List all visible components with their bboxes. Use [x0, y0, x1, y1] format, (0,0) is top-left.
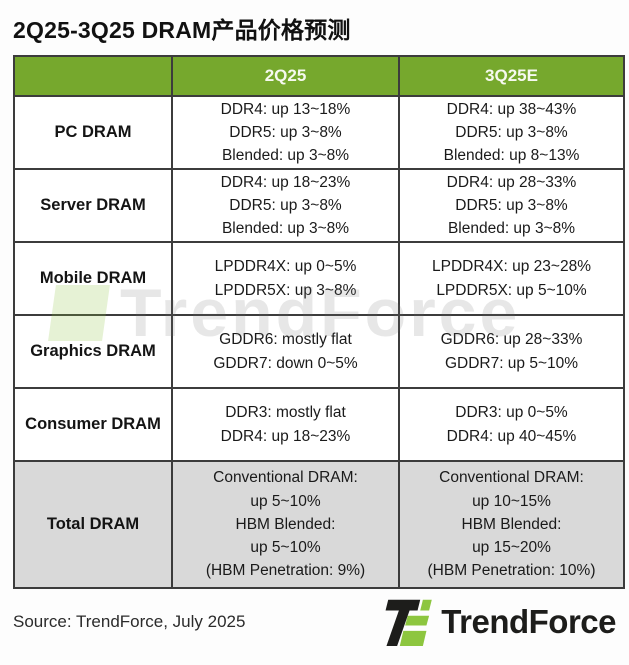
row-label-mobile-dram: Mobile DRAM — [13, 241, 173, 316]
table-row-graphics-dram: Graphics DRAM GDDR6: mostly flat GDDR7: … — [13, 314, 625, 389]
row-label-consumer-dram: Consumer DRAM — [13, 387, 173, 462]
table-row-pc-dram: PC DRAM DDR4: up 13~18% DDR5: up 3~8% Bl… — [13, 95, 625, 170]
cell-consumer-dram-2q25: DDR3: mostly flat DDR4: up 18~23% — [171, 387, 400, 462]
table-row-mobile-dram: Mobile DRAM LPDDR4X: up 0~5% LPDDR5X: up… — [13, 241, 625, 316]
header-cell-3q25e: 3Q25E — [398, 55, 625, 97]
table-row-consumer-dram: Consumer DRAM DDR3: mostly flat DDR4: up… — [13, 387, 625, 462]
cell-pc-dram-3q25e: DDR4: up 38~43% DDR5: up 3~8% Blended: u… — [398, 95, 625, 170]
trendforce-logo-icon — [385, 599, 433, 646]
header-cell-category — [13, 55, 173, 97]
table-row-server-dram: Server DRAM DDR4: up 18~23% DDR5: up 3~8… — [13, 168, 625, 243]
trendforce-logo: TrendForce — [380, 598, 616, 646]
row-label-pc-dram: PC DRAM — [13, 95, 173, 170]
cell-pc-dram-2q25: DDR4: up 13~18% DDR5: up 3~8% Blended: u… — [171, 95, 400, 170]
row-label-total-dram: Total DRAM — [13, 460, 173, 589]
cell-mobile-dram-3q25e: LPDDR4X: up 23~28% LPDDR5X: up 5~10% — [398, 241, 625, 316]
cell-mobile-dram-2q25: LPDDR4X: up 0~5% LPDDR5X: up 3~8% — [171, 241, 400, 316]
cell-server-dram-3q25e: DDR4: up 28~33% DDR5: up 3~8% Blended: u… — [398, 168, 625, 243]
row-label-server-dram: Server DRAM — [13, 168, 173, 243]
table-row-total-dram: Total DRAM Conventional DRAM: up 5~10% H… — [13, 460, 625, 589]
cell-graphics-dram-3q25e: GDDR6: up 28~33% GDDR7: up 5~10% — [398, 314, 625, 389]
page-title: 2Q25-3Q25 DRAM产品价格预测 — [13, 17, 351, 43]
header-cell-2q25: 2Q25 — [171, 55, 400, 97]
row-label-graphics-dram: Graphics DRAM — [13, 314, 173, 389]
cell-server-dram-2q25: DDR4: up 18~23% DDR5: up 3~8% Blended: u… — [171, 168, 400, 243]
footer: Source: TrendForce, July 2025 TrendForce — [13, 598, 616, 646]
cell-graphics-dram-2q25: GDDR6: mostly flat GDDR7: down 0~5% — [171, 314, 400, 389]
cell-total-dram-2q25: Conventional DRAM: up 5~10% HBM Blended:… — [171, 460, 400, 589]
cell-consumer-dram-3q25e: DDR3: up 0~5% DDR4: up 40~45% — [398, 387, 625, 462]
source-note: Source: TrendForce, July 2025 — [13, 612, 246, 631]
table-header-row: 2Q25 3Q25E — [13, 55, 625, 97]
trendforce-logo-text: TrendForce — [441, 603, 616, 640]
dram-forecast-table: 2Q25 3Q25E PC DRAM DDR4: up 13~18% DDR5:… — [13, 55, 625, 589]
cell-total-dram-3q25e: Conventional DRAM: up 10~15% HBM Blended… — [398, 460, 625, 589]
